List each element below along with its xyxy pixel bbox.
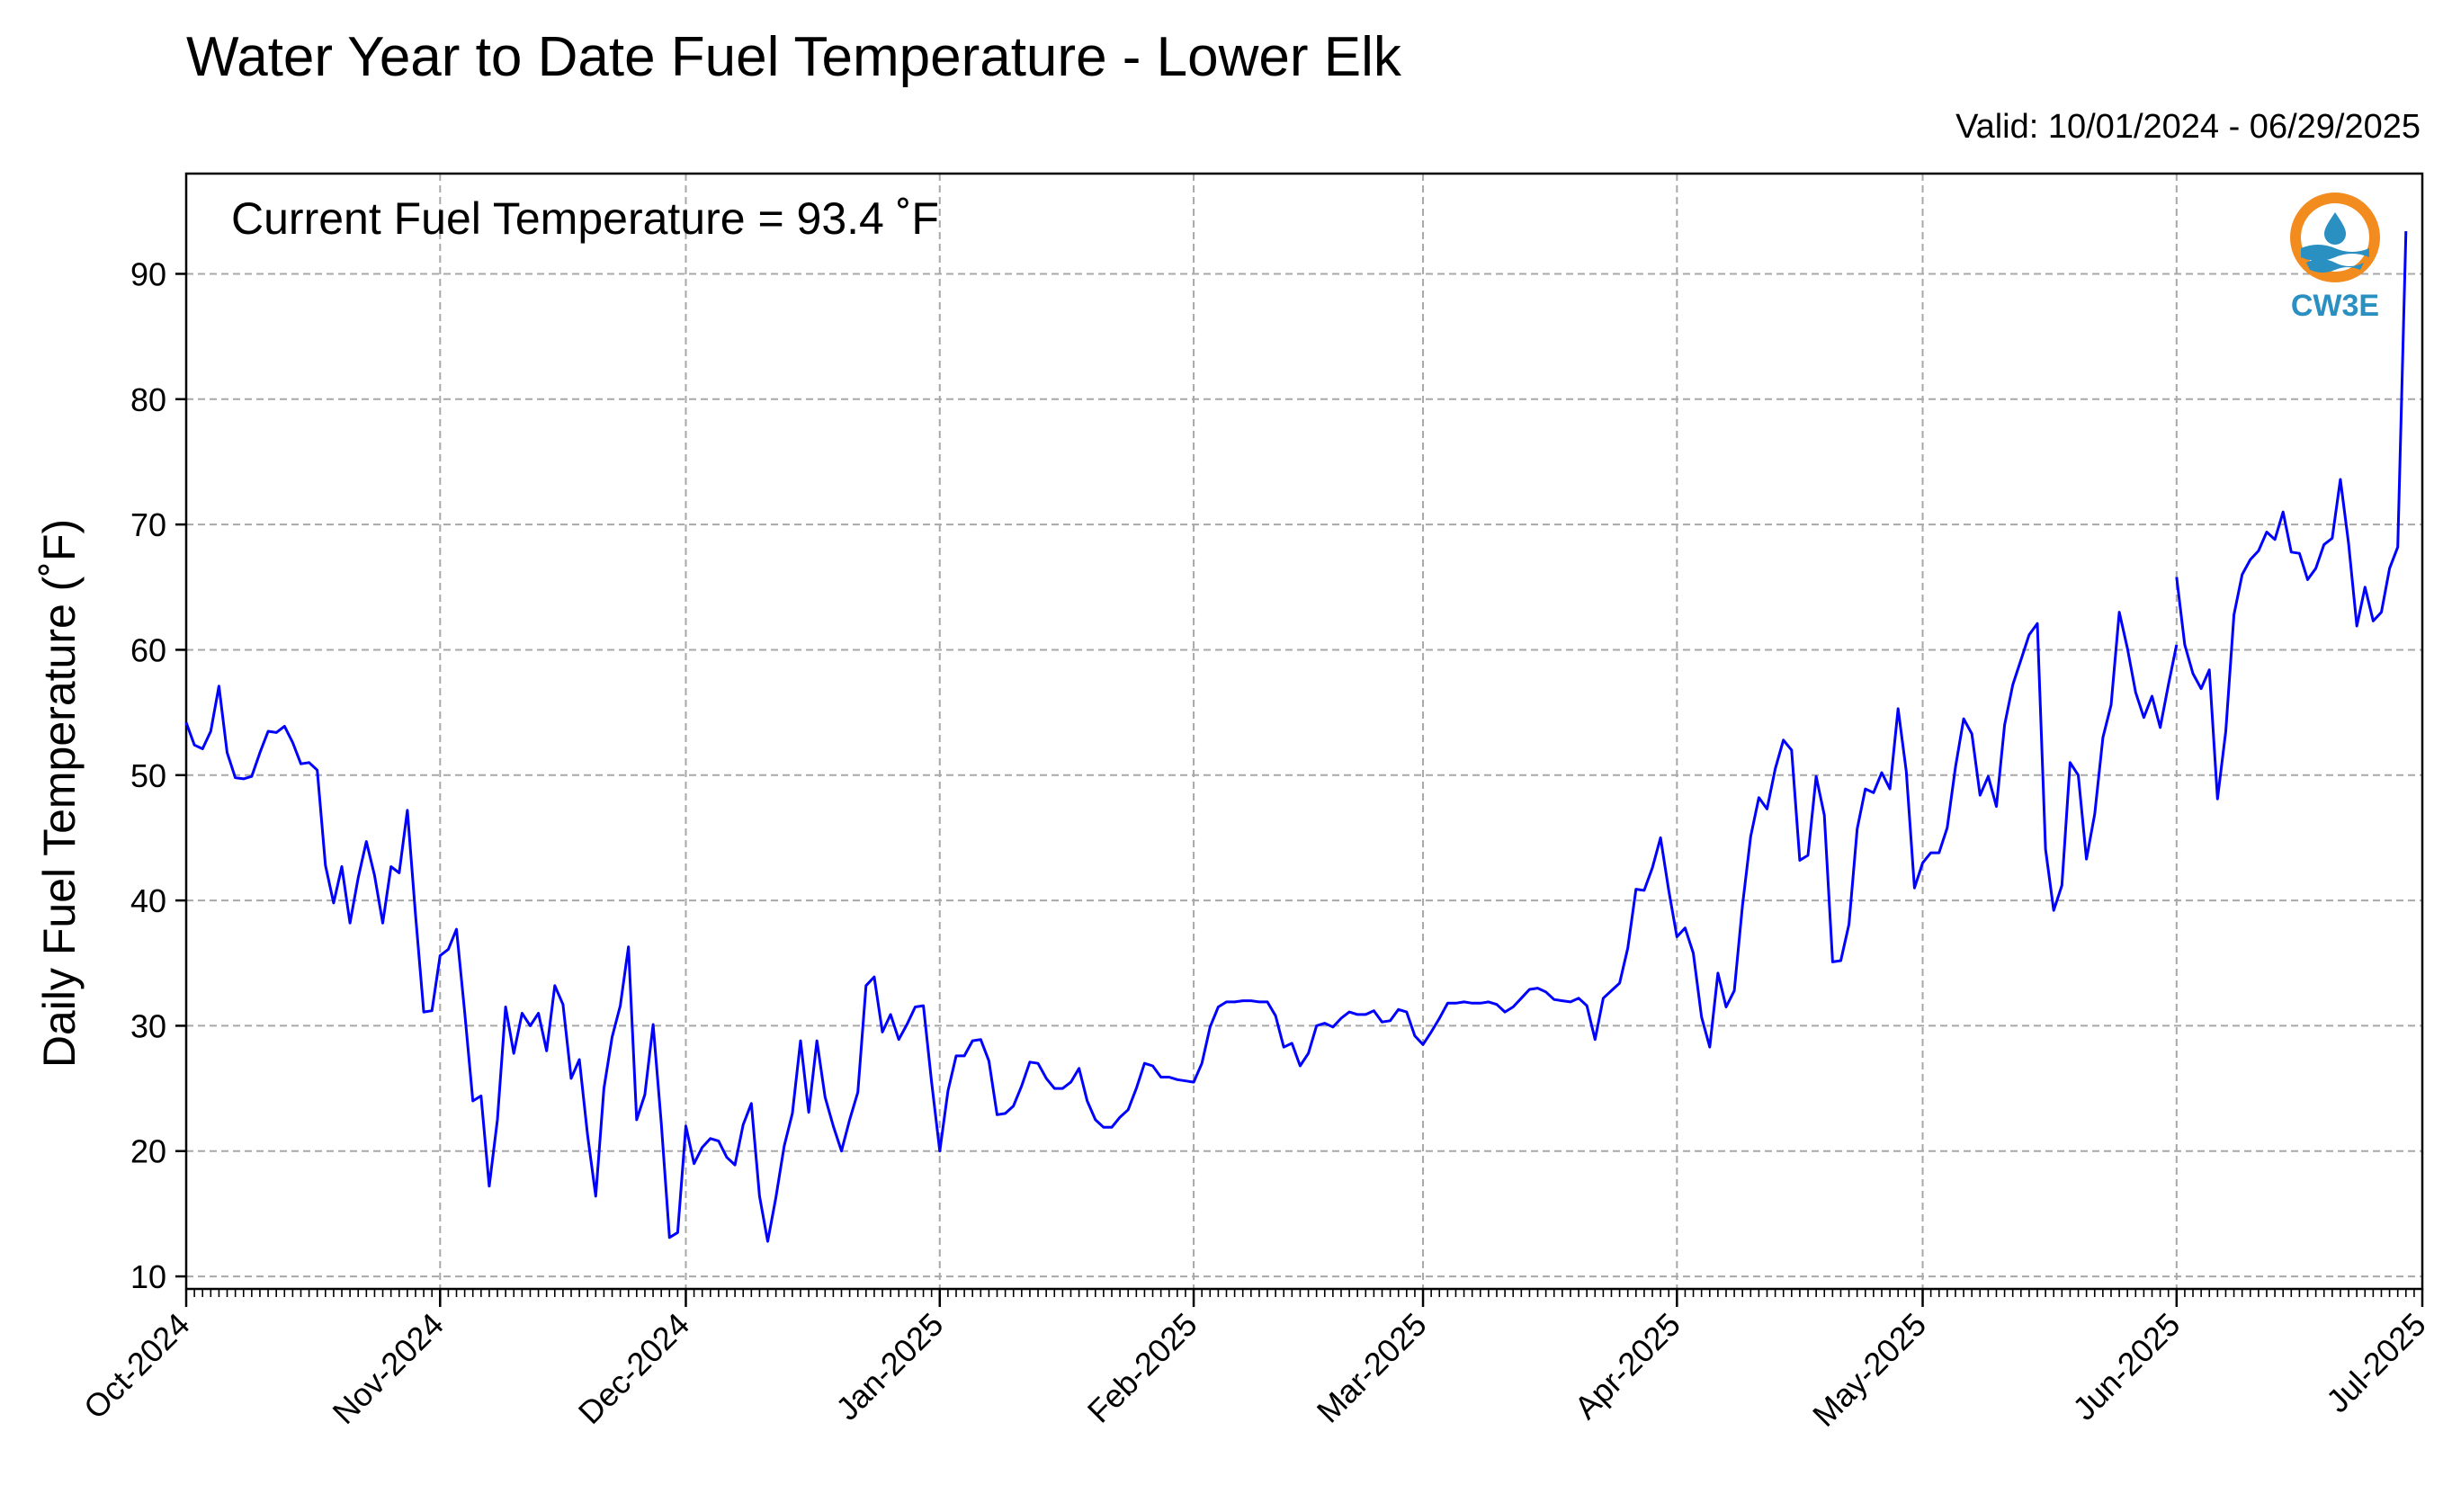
grid-lines: [185, 174, 2423, 1289]
x-tick-label: Dec-2024: [571, 1306, 696, 1431]
cw3e-logo: CW3E: [2281, 187, 2389, 331]
plot-frame: [184, 172, 2424, 1291]
y-tick-label: 80: [130, 381, 166, 418]
water-drop-icon: [2290, 192, 2380, 282]
y-tick-label: 90: [130, 255, 166, 292]
y-tick-label: 10: [130, 1258, 166, 1295]
y-tick-label: 30: [130, 1007, 166, 1044]
x-tick-label: Nov-2024: [326, 1306, 451, 1431]
x-tick-label: Feb-2025: [1080, 1306, 1204, 1430]
fuel-temperature-line: [2175, 231, 2408, 801]
valid-date-range: Valid: 10/01/2024 - 06/29/2025: [1955, 108, 2421, 146]
y-tick-label: 60: [130, 631, 166, 668]
y-tick-label: 20: [130, 1133, 166, 1170]
x-tick-label: Oct-2024: [76, 1306, 197, 1427]
y-tick-label: 50: [130, 757, 166, 794]
y-tick-label: 40: [130, 882, 166, 919]
x-tick-label: Jun-2025: [2065, 1306, 2187, 1427]
current-temperature-annotation: Current Fuel Temperature = 93.4 ˚F: [231, 193, 939, 244]
logo-text: CW3E: [2290, 289, 2380, 323]
series-layer: [184, 231, 2408, 1243]
x-tick-label: Jan-2025: [828, 1306, 950, 1427]
chart-title: Water Year to Date Fuel Temperature - Lo…: [186, 26, 1401, 88]
x-tick-label: May-2025: [1805, 1306, 1933, 1434]
x-tick-label: Apr-2025: [1567, 1306, 1687, 1427]
y-tick-label: 70: [130, 506, 166, 543]
x-tick-label: Mar-2025: [1310, 1306, 1434, 1430]
fuel-temperature-line: [184, 611, 2179, 1243]
x-tick-label: Jul-2025: [2319, 1306, 2433, 1420]
axis-ticks: 10 20 30 40 50 60 70 80 90 Oct-2024 Nov-2024 Dec-20…: [76, 255, 2433, 1433]
